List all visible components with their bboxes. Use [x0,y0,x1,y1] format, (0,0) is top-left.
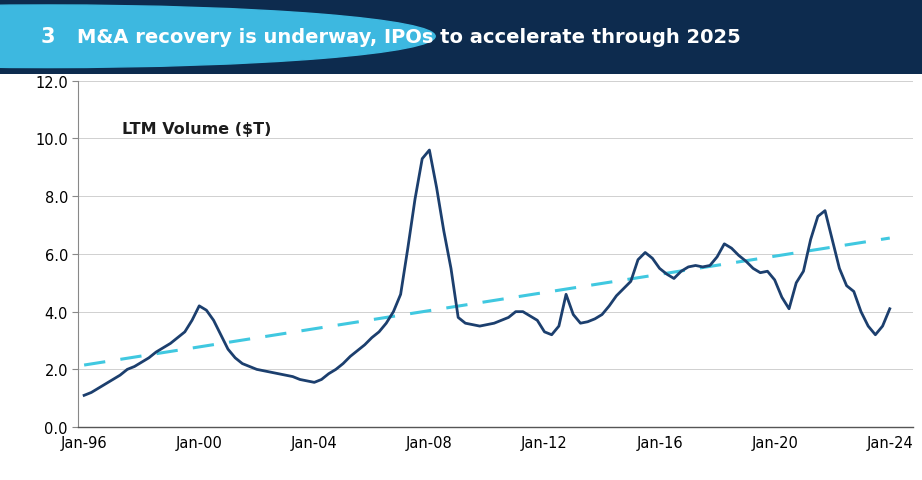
FancyBboxPatch shape [0,0,922,74]
Text: M&A recovery is underway, IPOs to accelerate through 2025: M&A recovery is underway, IPOs to accele… [77,28,740,47]
Text: 3: 3 [41,27,55,47]
Circle shape [0,6,435,69]
Text: LTM Volume ($T): LTM Volume ($T) [122,122,271,137]
